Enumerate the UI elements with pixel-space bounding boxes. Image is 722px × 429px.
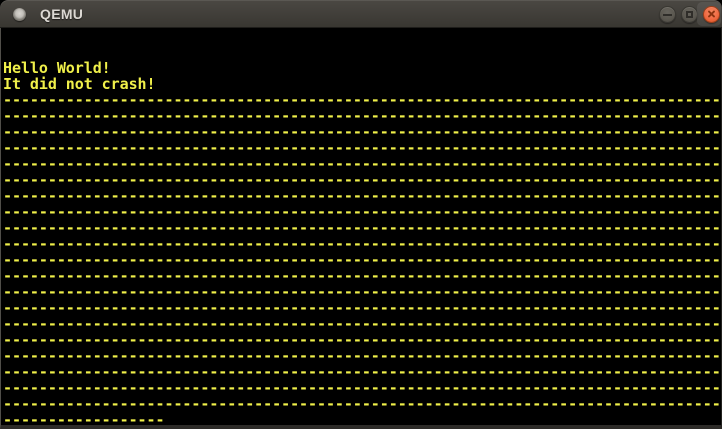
window-icon[interactable] [13, 7, 26, 21]
terminal-line: ----------------------------------------… [3, 139, 721, 157]
terminal-line: ----------------------------------------… [3, 91, 721, 109]
terminal-line [3, 44, 720, 60]
terminal-line: ----------------------------------------… [3, 267, 721, 285]
terminal-line: ----------------------------------------… [3, 171, 721, 189]
terminal-line: ----------------------------------------… [3, 347, 721, 365]
terminal-line: ----------------------------------------… [3, 283, 721, 301]
minimize-icon [663, 13, 672, 16]
terminal-line: ----------------------------------------… [3, 315, 721, 333]
minimize-button[interactable] [659, 5, 676, 23]
terminal-line: ----------------------------------------… [3, 299, 721, 317]
terminal-line: ----------------------------------------… [3, 395, 721, 413]
window-title: QEMU [40, 6, 84, 22]
terminal-line: It did not crash! [3, 75, 156, 93]
terminal-line: ----------------------------------------… [3, 331, 721, 349]
maximize-button[interactable] [681, 5, 698, 23]
terminal-line: ----------------------------------------… [3, 107, 721, 125]
terminal-line: ----------------------------------------… [3, 203, 721, 221]
terminal-line: ----------------------------------------… [3, 219, 721, 237]
terminal-screen[interactable]: Hello World! It did not crash! -----------… [0, 28, 722, 429]
terminal-line: ----------------------------------------… [3, 187, 721, 205]
terminal-line: Hello World! [3, 59, 111, 77]
terminal-line: ----------------------------------------… [3, 379, 721, 397]
close-button[interactable] [703, 5, 720, 23]
terminal-line: ----------------------------------------… [3, 123, 721, 141]
terminal-line: ----------------------------------------… [3, 235, 721, 253]
terminal-line: ----------------------------------------… [3, 363, 721, 381]
terminal-line [3, 28, 720, 44]
terminal-line: ----------------------------------------… [3, 251, 721, 269]
maximize-icon [686, 10, 693, 18]
terminal-line: ------------------ [3, 411, 165, 429]
window-controls [659, 0, 721, 28]
terminal-line: ----------------------------------------… [3, 155, 721, 173]
titlebar[interactable]: QEMU [0, 0, 722, 28]
